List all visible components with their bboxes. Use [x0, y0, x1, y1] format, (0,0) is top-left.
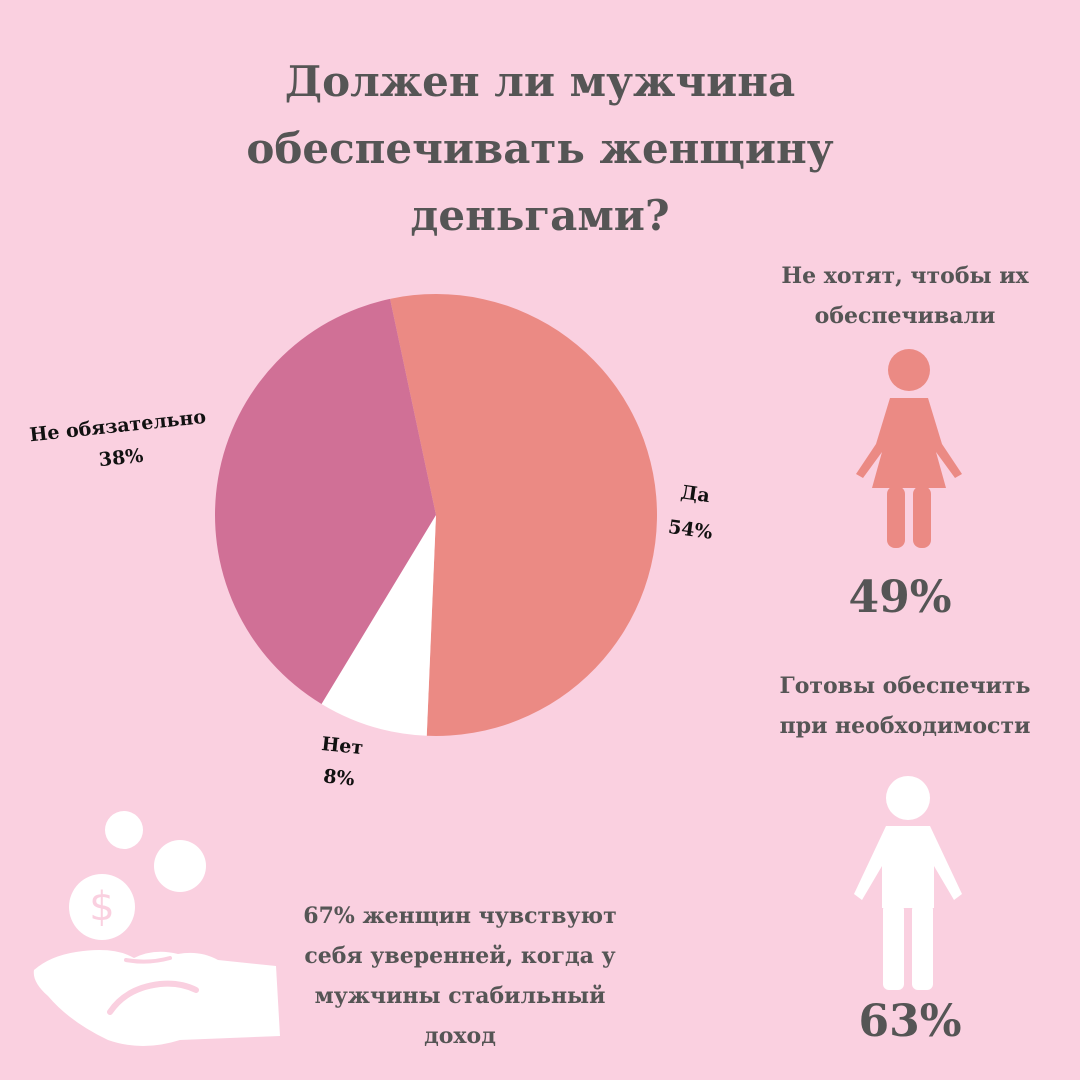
svg-text:$: $ [89, 884, 114, 930]
stat-men-value-wrap: 63% [800, 996, 1020, 1047]
stat-women-caption: Не хотят, чтобы их обеспечивали [760, 256, 1050, 336]
stat-women-value-wrap: 49% [800, 572, 1000, 623]
pie-label-value: 8% [322, 765, 355, 790]
chart-title: Должен ли мужчина обеспечивать женщину д… [140, 48, 940, 249]
stat-men-caption-line: Готовы обеспечить [779, 673, 1031, 699]
pie-label-1: Да 54% [667, 481, 714, 544]
bottom-note-line: 67% женщин чувствуют [303, 903, 617, 929]
title-line: обеспечивать женщину [246, 124, 834, 173]
pie-label-name: Да [679, 481, 711, 507]
bottom-note-line: себя уверенней, когда у [304, 943, 616, 969]
hand-coins-dollar-icon: $ [33, 811, 281, 1046]
pie-label-value: 38% [98, 445, 145, 472]
pie-label-value: 54% [667, 516, 714, 544]
stat-women-value: 49% [848, 572, 952, 623]
pie-slice-2 [321, 515, 436, 736]
pie-label-name: Не обязательно [28, 406, 207, 446]
stat-men-value: 63% [858, 996, 962, 1047]
stat-women-caption-line: Не хотят, чтобы их [781, 263, 1029, 289]
woman-icon [856, 349, 962, 548]
man-icon [854, 776, 962, 990]
stat-women-caption-line: обеспечивали [814, 303, 996, 329]
stat-men-caption-line: при необходимости [779, 713, 1031, 739]
title-line: деньгами? [410, 191, 670, 240]
pie-slice-1 [390, 294, 657, 736]
pie-slice-3 [214, 298, 436, 705]
pie-label-2: Нет 8% [320, 733, 364, 791]
title-line: Должен ли мужчина [284, 57, 796, 106]
bottom-note: 67% женщин чувствуют себя уверенней, ког… [290, 896, 630, 1056]
pie-label-name: Нет [320, 733, 364, 759]
bottom-note-line: доход [424, 1023, 496, 1049]
stat-men-caption: Готовы обеспечить при необходимости [760, 666, 1050, 746]
bottom-note-line: мужчины стабильный [314, 983, 606, 1009]
